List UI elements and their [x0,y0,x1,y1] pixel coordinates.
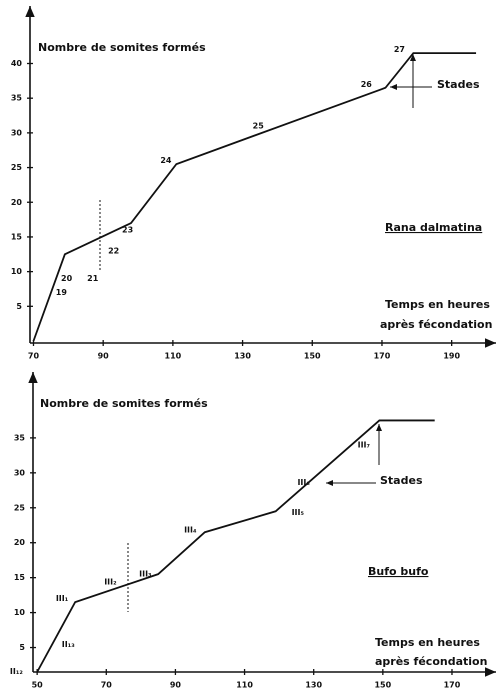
stades-label: Stades [437,78,480,91]
x-tick-label: 190 [443,352,460,361]
data-line [36,419,435,673]
x-tick-label: 90 [170,681,182,690]
stage-label: III₂ [104,577,117,586]
species-label: Bufo bufo [368,565,429,578]
data-line [32,52,477,342]
x-axis-label: après fécondation [375,655,487,668]
y-tick-label: 20 [11,198,23,207]
y-tick-label: 25 [14,503,26,512]
x-axis-label: après fécondation [380,318,492,331]
stage-label: III₇ [358,440,371,449]
y-tick-label: 30 [14,468,26,477]
x-tick-label: 70 [101,681,113,690]
x-axis-label: Temps en heures [385,298,490,311]
stage-label: 21 [87,274,99,283]
stage-label: 27 [394,45,405,54]
x-tick-label: 130 [234,352,251,361]
stage-label: II₁₂ [10,667,23,676]
y-tick-label: 15 [14,573,26,582]
species-label: Rana dalmatina [385,221,482,234]
x-tick-label: 170 [374,352,391,361]
y-tick-label: 30 [11,128,23,137]
x-tick-label: 110 [236,681,253,690]
y-tick-label: 35 [11,94,23,103]
y-axis-label: Nombre de somites formés [40,397,208,410]
stage-label: 24 [160,156,172,165]
x-tick-label: 50 [32,681,44,690]
stage-label: 19 [56,288,68,297]
stage-label: III₃ [139,570,152,579]
stage-label: 26 [361,80,373,89]
y-tick-label: 25 [11,163,23,172]
stage-label: III₅ [292,508,305,517]
stage-label: II₁₃ [62,640,75,649]
x-tick-label: 110 [165,352,182,361]
y-tick-label: 5 [19,643,25,652]
stage-label: III₆ [297,478,310,487]
y-axis-label: Nombre de somites formés [38,41,206,54]
y-tick-label: 35 [14,433,26,442]
stage-label: 22 [108,246,119,255]
y-tick-label: 5 [16,302,22,311]
x-tick-label: 130 [305,681,322,690]
stage-label: III₄ [184,526,197,535]
x-axis-label: Temps en heures [375,636,480,649]
stage-label: 25 [253,121,265,130]
x-tick-label: 170 [444,681,461,690]
x-tick-label: 90 [98,352,110,361]
y-tick-label: 15 [11,232,23,241]
stades-label: Stades [380,474,423,487]
y-tick-label: 20 [14,538,26,547]
stage-label: 23 [122,226,133,235]
y-tick-label: 10 [11,267,23,276]
x-tick-label: 70 [28,352,40,361]
x-tick-label: 150 [304,352,321,361]
y-tick-label: 40 [11,59,23,68]
x-tick-label: 150 [374,681,391,690]
stage-label: 20 [61,274,73,283]
stage-label: III₁ [56,594,69,603]
y-tick-label: 10 [14,608,26,617]
